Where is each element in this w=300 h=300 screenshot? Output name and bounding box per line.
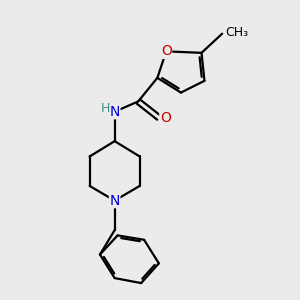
Text: O: O [161, 44, 172, 58]
Text: O: O [160, 111, 171, 125]
Text: N: N [110, 105, 120, 119]
Text: CH₃: CH₃ [225, 26, 248, 39]
Text: N: N [110, 194, 120, 208]
Text: H: H [100, 102, 110, 115]
